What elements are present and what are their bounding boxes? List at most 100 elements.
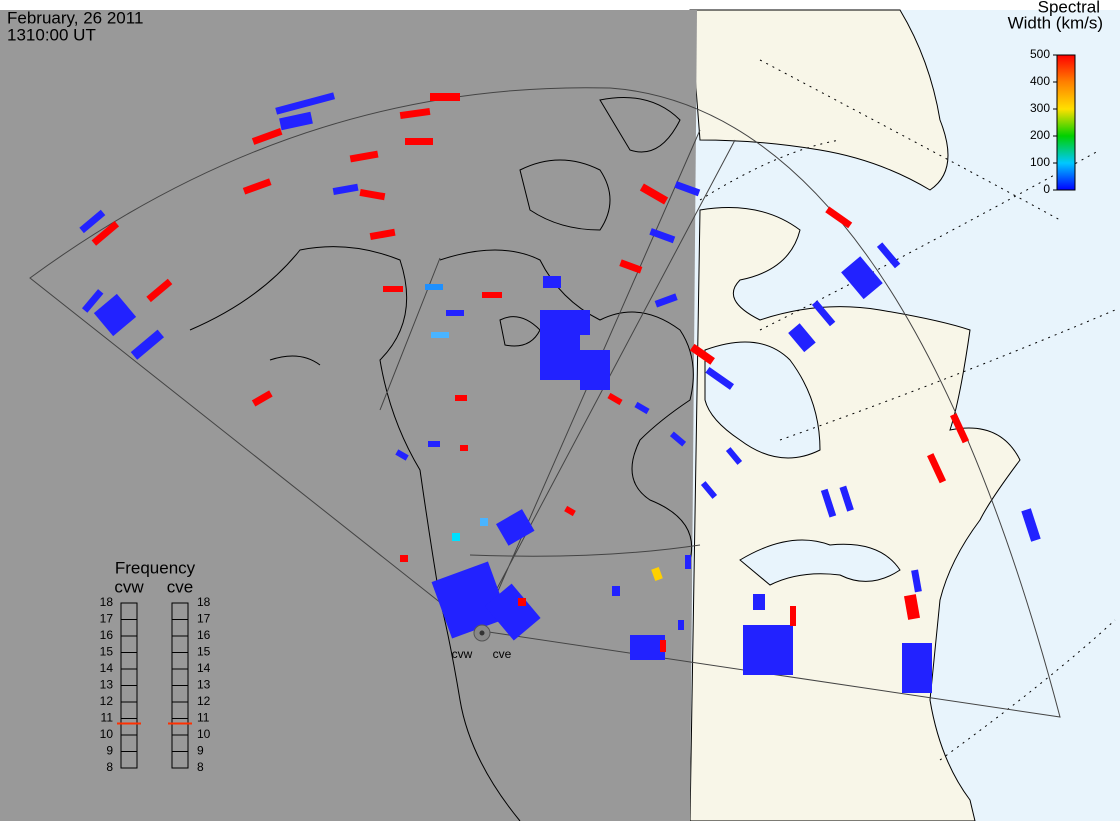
land-greenland (689, 9, 949, 191)
echo-cell (634, 401, 650, 415)
echo-cell (518, 598, 526, 606)
colorbar-tick-label: 500 (1030, 47, 1050, 61)
echo-cell (79, 209, 106, 234)
great-lakes (739, 539, 901, 586)
echo-cell (753, 594, 765, 610)
frequency-tick-label: 18 (197, 595, 211, 609)
echo-cell (790, 606, 796, 626)
echo-cell (91, 221, 120, 246)
date: February, 26 2011 (7, 8, 143, 27)
echo-cell (689, 343, 715, 365)
echo-cell (612, 586, 620, 596)
frequency-title: Frequency (115, 558, 196, 577)
frequency-tick-label: 11 (101, 711, 114, 725)
coastlines (189, 97, 694, 821)
echo-cell (911, 569, 922, 593)
echo-cell (452, 533, 460, 541)
echo-cell (146, 278, 173, 303)
frequency-tick-label: 10 (197, 727, 211, 741)
echo-cell (395, 449, 409, 461)
echo-cell (660, 640, 666, 652)
echo-cell (904, 594, 920, 620)
echo-cell (446, 310, 464, 316)
echo-cell (431, 332, 449, 338)
echo-cell (428, 441, 440, 447)
colorbar-tick-label: 400 (1030, 74, 1050, 88)
echo-cell (649, 228, 676, 244)
echo-cell (725, 447, 743, 465)
echo-cell (405, 138, 433, 145)
radar-label: cvw (452, 647, 473, 661)
echo-cell (349, 150, 379, 163)
echo-cell (674, 181, 701, 197)
echo-cell (651, 566, 663, 582)
echo-cell (564, 505, 576, 517)
frequency-tick-label: 15 (197, 645, 211, 659)
echo-cell (607, 392, 623, 406)
echo-cell (496, 509, 535, 546)
echo-cell (902, 643, 932, 693)
echo-cell (399, 107, 431, 120)
echo-cell (540, 310, 590, 335)
echo-cell (369, 228, 396, 241)
echo-cell (743, 625, 793, 675)
lat-circles (699, 59, 1116, 761)
echo-cell (275, 92, 336, 115)
echo-cell (841, 256, 883, 300)
echo-cell (788, 323, 816, 353)
hudson-bay (704, 341, 821, 459)
frequency-tick-label: 8 (197, 760, 204, 774)
echo-cell (580, 350, 610, 390)
echo-cell (430, 93, 460, 101)
colorbar-tick-label: 100 (1030, 155, 1050, 169)
echo-cell (425, 284, 443, 290)
echo-cell (359, 188, 386, 201)
echo-cell (839, 485, 854, 512)
echo-cell (383, 286, 403, 292)
echo-cell (400, 555, 408, 562)
radar-label: cve (493, 647, 512, 661)
echo-cell (130, 329, 165, 360)
time: 1310:00 UT (7, 25, 96, 44)
echo-cell (927, 453, 947, 484)
colorbar-tick-label: 300 (1030, 101, 1050, 115)
echo-cell (950, 413, 970, 444)
echo-cell (279, 111, 313, 131)
frequency-tick-label: 13 (100, 678, 114, 692)
echo-cell (251, 390, 273, 407)
echo-cells (79, 92, 1041, 693)
echo-cell (825, 206, 853, 229)
radar-name: cve (167, 577, 193, 596)
echo-cell (484, 583, 541, 641)
frequency-tick-label: 9 (197, 744, 204, 758)
echo-cell (455, 395, 467, 401)
echo-cell (242, 178, 272, 195)
frequency-tick-label: 9 (106, 744, 113, 758)
frequency-tick-label: 16 (100, 628, 114, 642)
frequency-tick-label: 18 (100, 595, 114, 609)
echo-cell (630, 635, 665, 660)
colorbar-tick-label: 200 (1030, 128, 1050, 142)
colorbar-tick-label: 0 (1043, 182, 1050, 196)
echo-cell (619, 259, 643, 274)
echo-cell (251, 128, 283, 145)
frequency-tick-label: 17 (100, 612, 114, 626)
echo-cell (1021, 508, 1041, 542)
echo-cell (93, 293, 137, 337)
echo-cell (480, 518, 488, 526)
echo-cell (654, 293, 678, 308)
echo-cell (482, 292, 502, 298)
echo-cell (669, 431, 687, 447)
colorbar-title: Width (km/s) (1008, 13, 1103, 32)
frequency-tick-label: 12 (197, 694, 211, 708)
echo-cell (820, 488, 837, 518)
frequency-tick-label: 11 (197, 711, 210, 725)
radar-site-center (479, 630, 485, 636)
frequency-tick-label: 8 (106, 760, 113, 774)
frequency-tick-label: 15 (100, 645, 114, 659)
frequency-tick-label: 10 (100, 727, 114, 741)
echo-cell (540, 335, 580, 380)
frequency-tick-label: 12 (100, 694, 114, 708)
